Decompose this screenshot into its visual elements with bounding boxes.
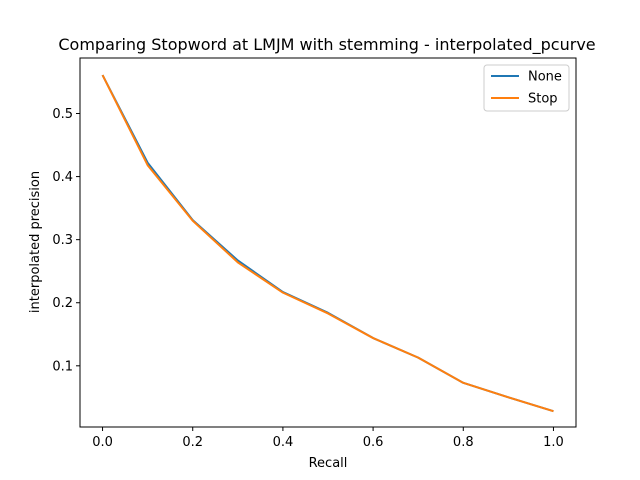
data-point-stop-1 — [146, 164, 149, 167]
x-tick-label: 0.8 — [453, 435, 474, 450]
x-tick-label: 1.0 — [543, 435, 564, 450]
data-point-stop-7 — [417, 356, 420, 359]
y-axis-label: interpolated precision — [28, 171, 43, 313]
x-tick-label: 0.0 — [92, 435, 113, 450]
data-point-stop-3 — [236, 261, 239, 264]
x-axis-ticks: 0.0 0.2 0.4 0.6 0.8 1.0 — [92, 427, 564, 450]
data-point-stop-4 — [281, 291, 284, 294]
x-tick-label: 0.2 — [182, 435, 203, 450]
y-tick-label: 0.3 — [52, 233, 73, 248]
data-point-stop-6 — [372, 337, 375, 340]
data-point-stop-0 — [101, 74, 104, 77]
x-axis-label: Recall — [309, 456, 348, 471]
y-tick-label: 0.2 — [52, 296, 73, 311]
y-tick-label: 0.4 — [52, 170, 73, 185]
data-point-stop-2 — [191, 219, 194, 222]
plot-area-frame — [79, 57, 577, 428]
data-point-stop-10 — [552, 410, 555, 413]
series-layer — [101, 74, 555, 413]
legend-label-stop: Stop — [528, 92, 558, 107]
x-tick-label: 0.4 — [273, 435, 294, 450]
data-point-stop-9 — [507, 396, 510, 399]
x-tick-label: 0.6 — [363, 435, 384, 450]
data-point-stop-8 — [462, 381, 465, 384]
legend-label-none: None — [528, 70, 562, 85]
data-point-stop-5 — [327, 312, 330, 315]
chart-title: Comparing Stopword at LMJM with stemming… — [58, 35, 595, 55]
y-axis-ticks: 0.1 0.2 0.3 0.4 0.5 — [52, 107, 80, 374]
series-line-stop — [101, 74, 554, 413]
y-tick-label: 0.5 — [52, 107, 73, 122]
y-tick-label: 0.1 — [52, 359, 73, 374]
legend: None Stop — [483, 64, 570, 112]
